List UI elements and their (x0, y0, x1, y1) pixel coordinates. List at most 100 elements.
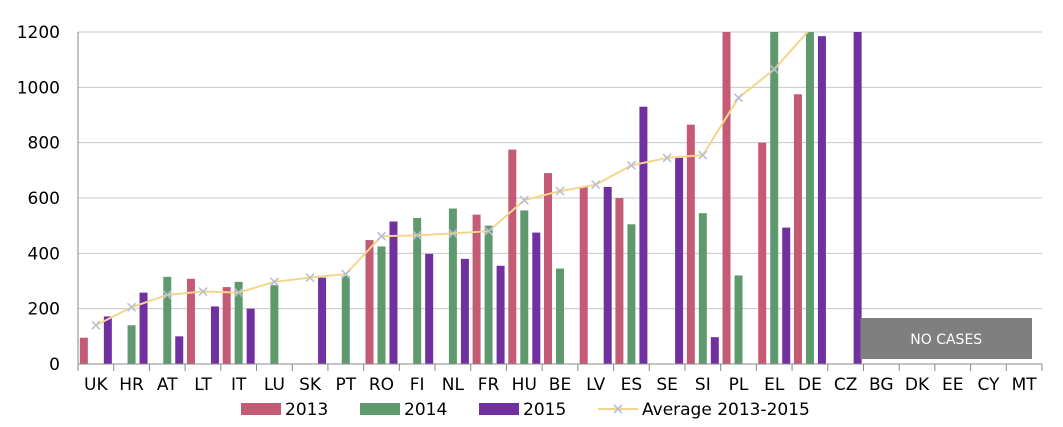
legend-swatch-2013 (241, 403, 281, 415)
average-marker-EL (769, 64, 779, 74)
bar-2013-UK (79, 337, 88, 364)
average-marker-SI (698, 150, 708, 160)
x-tick-label-EE: EE (942, 375, 963, 395)
marker-stroke-b (555, 186, 565, 196)
y-tick-label-800: 800 (28, 134, 60, 154)
average-marker-LV (591, 180, 601, 190)
legend-label-2013: 2013 (285, 400, 328, 420)
gridlines (78, 31, 1042, 310)
x-tick-label-BG: BG (869, 375, 894, 395)
bar-2015-EL (782, 227, 791, 364)
bar-2015-FI (425, 253, 434, 364)
bar-2015-RO (389, 221, 398, 364)
marker-stroke-b (341, 269, 351, 279)
bar-2014-RO (377, 246, 386, 364)
marker-stroke-b (91, 320, 101, 330)
bar-2013-IT (222, 287, 231, 364)
bar-2014-PL (734, 275, 743, 364)
bar-2013-HU (508, 149, 517, 364)
x-tick-label-HU: HU (512, 375, 537, 395)
bar-2014-HU (520, 210, 529, 364)
bar-2015-HR (139, 292, 148, 364)
average-marker-IT (234, 288, 244, 298)
x-tick-label-CZ: CZ (834, 375, 858, 395)
average-marker-NL (448, 228, 458, 238)
marker-stroke-b (591, 180, 601, 190)
marker-stroke-b (733, 93, 744, 103)
bar-2014-EL (770, 32, 779, 364)
no-cases-label: NO CASES (910, 332, 982, 348)
average-marker-HR (126, 302, 137, 312)
bar-2014-AT (163, 276, 172, 364)
x-tick-label-LU: LU (264, 375, 285, 395)
average-marker-UK (91, 320, 101, 330)
marker-stroke-b (626, 160, 636, 170)
average-line-layer (91, 32, 809, 330)
bar-2013-EL (758, 142, 767, 364)
x-tick-label-RO: RO (369, 375, 394, 395)
legend-label-2015: 2015 (523, 400, 566, 420)
marker-stroke-b (126, 302, 137, 312)
bar-2015-FR (496, 265, 505, 364)
bar-2015-LT (210, 306, 219, 364)
x-tick-label-IT: IT (231, 375, 247, 395)
average-marker-SK (305, 273, 315, 283)
x-tick-label-DE: DE (798, 375, 822, 395)
x-tick-label-ES: ES (621, 375, 643, 395)
bar-2014-FR (484, 225, 493, 364)
bar-2014-ES (627, 224, 636, 364)
bar-2013-LV (579, 186, 588, 364)
bar-2014-FI (413, 217, 422, 364)
average-marker-FR (484, 226, 494, 236)
average-marker-ES (626, 160, 636, 170)
bar-2014-SI (698, 213, 707, 364)
y-tick-label-400: 400 (28, 244, 60, 264)
bar-2013-ES (615, 198, 624, 364)
average-marker-PL (733, 93, 744, 103)
average-marker-RO (376, 231, 387, 241)
marker-stroke-b (662, 153, 672, 163)
bar-2015-SE (675, 157, 684, 364)
y-tick-label-200: 200 (28, 300, 60, 320)
legend-label-2014: 2014 (404, 400, 447, 420)
marker-stroke-b (698, 150, 708, 160)
average-marker-FI (412, 230, 422, 240)
x-tick-label-FR: FR (478, 375, 500, 395)
marker-stroke-b (305, 273, 315, 283)
average-marker-LT (198, 286, 208, 297)
marker-stroke-b (519, 195, 529, 205)
axes: 0 200 400 600 800 1000 1200 UK HR AT LT IT LU SK PT RO F… (17, 23, 1043, 395)
x-tick-label-NL: NL (442, 375, 465, 395)
bar-2014-PT (341, 276, 350, 364)
average-marker-SE (662, 153, 672, 163)
legend-average-marker-b (613, 404, 623, 414)
x-tick-label-PT: PT (335, 375, 356, 395)
bar-2015-IT (246, 308, 255, 364)
bars (79, 32, 862, 365)
x-tick-label-FI: FI (410, 375, 425, 395)
x-tick-label-HR: HR (119, 375, 144, 395)
marker-stroke-b (412, 230, 422, 240)
legend-swatch-2015 (479, 403, 519, 415)
legend-swatch-average (598, 404, 638, 414)
x-tick-label-AT: AT (157, 375, 178, 395)
no-cases-box (860, 318, 1032, 359)
x-tick-label-LT: LT (194, 375, 212, 395)
average-marker-AT (162, 290, 172, 300)
x-tick-label-EL: EL (764, 375, 785, 395)
y-tick-label-600: 600 (28, 189, 60, 209)
bar-2015-SI (710, 337, 719, 364)
marker-stroke-b (198, 286, 208, 297)
x-tick-label-DK: DK (905, 375, 930, 395)
x-tick-label-SI: SI (695, 375, 711, 395)
bar-2013-BE (544, 173, 552, 364)
bar-2013-FR (472, 214, 481, 364)
y-tick-label-0: 0 (49, 355, 60, 375)
bar-2013-RO (365, 240, 374, 364)
bar-2014-HR (127, 325, 136, 364)
marker-stroke-b (234, 288, 244, 298)
marker-stroke-b (269, 277, 279, 287)
bar-2015-UK (103, 316, 112, 364)
average-marker-PT (341, 269, 351, 279)
